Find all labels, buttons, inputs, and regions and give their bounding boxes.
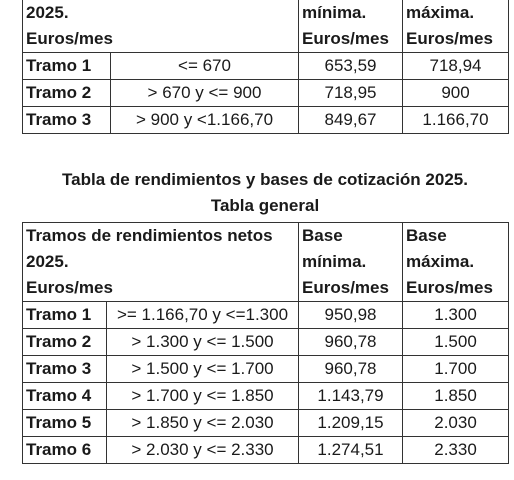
min-cell: 960,78	[298, 355, 404, 383]
header-base-maxima: máxima. Euros/mes	[402, 0, 509, 53]
header-base-minima: mínima. Euros/mes	[298, 0, 403, 53]
header-tramos: 2025. Euros/mes	[22, 0, 299, 53]
table-row: Tramo 2 > 670 y <= 900 718,95 900	[22, 79, 509, 107]
tramo-label: Tramo 3	[22, 106, 111, 134]
min-cell: 1.274,51	[298, 436, 404, 464]
max-cell: 1.166,70	[402, 106, 509, 134]
max-cell: 1.850	[402, 382, 510, 410]
table-row: Tramo 6 > 2.030 y <= 2.330 1.274,51 2.33…	[22, 436, 510, 464]
tramo-label: Tramo 2	[22, 79, 111, 107]
range-cell: > 900 y <1.166,70	[110, 106, 299, 134]
table-row: Tramo 2 > 1.300 y <= 1.500 960,78 1.500	[22, 328, 510, 356]
table-row: Tramo 1 <= 670 653,59 718,94	[22, 52, 509, 80]
header-tramos: Tramos de rendimientos netos 2025. Euros…	[21, 222, 300, 302]
tramo-label: Tramo 3	[22, 355, 107, 383]
min-cell: 1.209,15	[298, 409, 404, 437]
max-cell: 900	[402, 79, 509, 107]
table-caption: Tabla de rendimientos y bases de cotizac…	[62, 170, 468, 189]
table-row: Tramo 4 > 1.700 y <= 1.850 1.143,79 1.85…	[22, 382, 510, 410]
tramo-label: Tramo 6	[22, 436, 107, 464]
tramo-label: Tramo 1	[22, 52, 111, 80]
min-cell: 849,67	[298, 106, 403, 134]
range-cell: > 2.030 y <= 2.330	[105, 436, 300, 464]
range-cell: > 1.300 y <= 1.500	[105, 328, 300, 356]
tramo-label: Tramo 5	[22, 409, 107, 437]
tramo-label: Tramo 2	[22, 328, 107, 356]
min-cell: 653,59	[298, 52, 403, 80]
reduced-table: 2025. Euros/mes mínima. Euros/mes máxima…	[22, 0, 509, 134]
min-cell: 1.143,79	[298, 382, 404, 410]
range-cell: >= 1.166,70 y <=1.300	[105, 301, 300, 329]
max-cell: 2.030	[402, 409, 510, 437]
max-cell: 1.300	[402, 301, 510, 329]
header-base-maxima: Base máxima. Euros/mes	[402, 222, 510, 302]
table-row: Tramo 1 >= 1.166,70 y <=1.300 950,98 1.3…	[22, 301, 510, 329]
range-cell: > 1.850 y <= 2.030	[105, 409, 300, 437]
table-row: Tramo 3 > 900 y <1.166,70 849,67 1.166,7…	[22, 106, 509, 134]
table-subcaption: Tabla general	[210, 196, 320, 215]
min-cell: 718,95	[298, 79, 403, 107]
max-cell: 2.330	[402, 436, 510, 464]
tramo-label: Tramo 4	[22, 382, 107, 410]
range-cell: > 1.500 y <= 1.700	[105, 355, 300, 383]
range-cell: <= 670	[110, 52, 299, 80]
general-table: Tramos de rendimientos netos 2025. Euros…	[21, 222, 510, 464]
tramo-label: Tramo 1	[22, 301, 107, 329]
min-cell: 960,78	[298, 328, 404, 356]
table-header-row: Tramos de rendimientos netos 2025. Euros…	[21, 222, 510, 302]
range-cell: > 1.700 y <= 1.850	[105, 382, 300, 410]
max-cell: 718,94	[402, 52, 509, 80]
max-cell: 1.700	[402, 355, 510, 383]
table-row: Tramo 5 > 1.850 y <= 2.030 1.209,15 2.03…	[22, 409, 510, 437]
range-cell: > 670 y <= 900	[110, 79, 299, 107]
min-cell: 950,98	[298, 301, 404, 329]
table-row: Tramo 3 > 1.500 y <= 1.700 960,78 1.700	[22, 355, 510, 383]
header-base-minima: Base mínima. Euros/mes	[298, 222, 404, 302]
max-cell: 1.500	[402, 328, 510, 356]
table-header-row: 2025. Euros/mes mínima. Euros/mes máxima…	[22, 0, 509, 53]
